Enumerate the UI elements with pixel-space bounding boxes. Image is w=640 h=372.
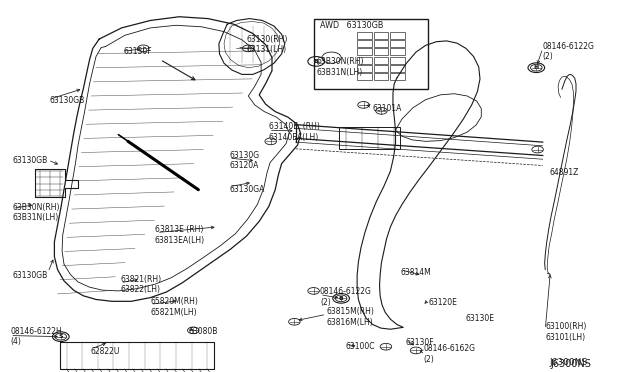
Text: 64891Z: 64891Z — [549, 169, 579, 177]
Bar — [390, 48, 405, 55]
Text: 63100C: 63100C — [346, 342, 375, 351]
Text: 08146-6162G
(2): 08146-6162G (2) — [424, 344, 476, 364]
Text: 63130GA: 63130GA — [229, 185, 264, 194]
Text: 63821(RH)
63822(LH): 63821(RH) 63822(LH) — [120, 275, 161, 294]
Text: J6300NS: J6300NS — [549, 358, 588, 367]
Bar — [374, 32, 388, 39]
Bar — [339, 127, 400, 149]
Text: 63130(RH)
63131(LH): 63130(RH) 63131(LH) — [246, 35, 288, 54]
Text: 08146-6122G
(2): 08146-6122G (2) — [320, 287, 372, 307]
Bar — [390, 65, 405, 72]
Text: 63130GB: 63130GB — [49, 96, 84, 105]
Bar — [374, 57, 388, 64]
Text: 63B30N(RH)
63B31N(LH): 63B30N(RH) 63B31N(LH) — [13, 203, 60, 222]
Bar — [390, 40, 405, 47]
Text: 08146-6122H
(4): 08146-6122H (4) — [10, 327, 62, 346]
Bar — [357, 65, 372, 72]
Text: 08146-6122G
(2): 08146-6122G (2) — [543, 42, 595, 61]
Text: B: B — [314, 59, 319, 64]
Text: 63100(RH)
63101(LH): 63100(RH) 63101(LH) — [545, 322, 587, 341]
Bar — [357, 57, 372, 64]
Text: 63140E  (RH)
63140EA(LH): 63140E (RH) 63140EA(LH) — [269, 122, 319, 142]
Text: 63101A: 63101A — [372, 104, 402, 113]
Text: J6300NS: J6300NS — [550, 359, 591, 369]
Bar — [390, 73, 405, 80]
Text: 62822U: 62822U — [91, 347, 120, 356]
Text: 63130GB: 63130GB — [13, 156, 48, 165]
Bar — [374, 40, 388, 47]
Bar — [357, 48, 372, 55]
Text: 63814M: 63814M — [401, 268, 431, 277]
Bar — [357, 32, 372, 39]
Text: H: H — [534, 65, 539, 70]
Text: 63130E: 63130E — [466, 314, 495, 323]
Text: 63130F: 63130F — [406, 339, 435, 347]
Text: 63813E (RH)
63813EA(LH): 63813E (RH) 63813EA(LH) — [155, 225, 205, 245]
Text: B: B — [339, 296, 344, 301]
Bar — [374, 48, 388, 55]
Bar — [390, 57, 405, 64]
Text: 63080B: 63080B — [189, 327, 218, 336]
Text: 65820M(RH)
65821M(LH): 65820M(RH) 65821M(LH) — [150, 297, 198, 317]
Text: S: S — [58, 334, 63, 339]
Bar — [390, 32, 405, 39]
Bar — [314, 19, 428, 89]
Bar — [357, 73, 372, 80]
Bar — [374, 65, 388, 72]
Text: 63815M(RH)
63816M(LH): 63815M(RH) 63816M(LH) — [326, 307, 374, 327]
Text: 63120E: 63120E — [429, 298, 458, 307]
Text: 63130F: 63130F — [124, 47, 152, 56]
Bar — [374, 73, 388, 80]
Text: AWD   63130GB: AWD 63130GB — [320, 21, 383, 30]
Text: 63130GB: 63130GB — [13, 271, 48, 280]
Text: 63130G
63120A: 63130G 63120A — [229, 151, 259, 170]
Bar — [357, 40, 372, 47]
Text: 63B30N(RH)
63B31N(LH): 63B30N(RH) 63B31N(LH) — [316, 57, 364, 77]
